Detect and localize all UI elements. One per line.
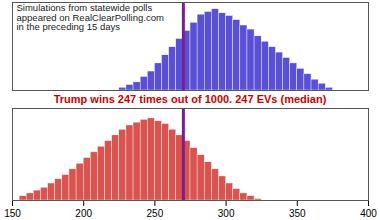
svg-text:300: 300 [218, 208, 235, 218]
svg-text:250: 250 [147, 208, 164, 218]
svg-text:200: 200 [75, 208, 92, 218]
svg-text:Simulations from statewide pol: Simulations from statewide pollsappeared… [17, 2, 164, 32]
svg-text:150: 150 [4, 208, 21, 218]
html-text:Trump wins 247 times out of 10: Trump wins 247 times out of 1000. 247 EV… [53, 93, 327, 105]
svg-text:400: 400 [360, 208, 377, 218]
svg-text:350: 350 [289, 208, 306, 218]
